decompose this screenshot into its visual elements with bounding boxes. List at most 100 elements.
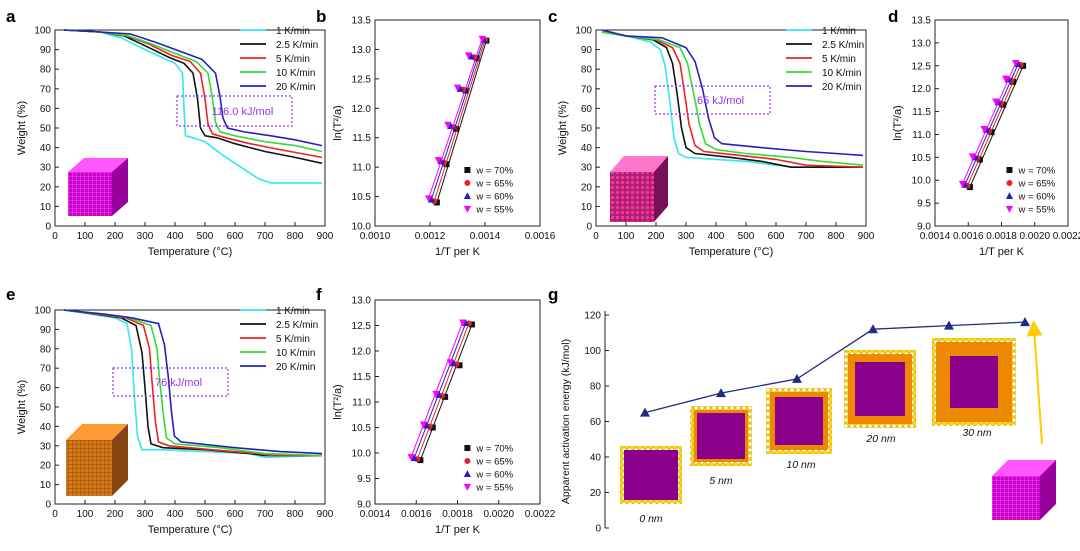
data-point [449, 359, 457, 367]
fit-line [964, 63, 1019, 186]
series-line-2-5-k-min [63, 29, 323, 165]
legend-marker [464, 458, 471, 464]
data-point [716, 388, 726, 398]
legend-label: w = 55% [1017, 205, 1055, 216]
y-tick-label: 10.0 [912, 176, 932, 187]
series-line-20-k-min [601, 29, 864, 157]
x-tick-label: 0.0020 [483, 509, 514, 520]
legend-label: 10 K/min [822, 68, 861, 79]
x-tick-label: 900 [317, 231, 334, 242]
data-point [640, 407, 650, 417]
x-tick-label: 300 [137, 509, 154, 520]
y-axis-label: ln(T²/a) [892, 105, 904, 140]
legend-label: w = 70% [475, 444, 513, 455]
cube-icon-c [610, 156, 668, 222]
x-tick-label: 900 [317, 509, 334, 520]
data-point [992, 98, 1000, 106]
y-tick-label: 60 [581, 104, 593, 115]
data-point [435, 391, 443, 398]
particle-20nm [844, 350, 916, 428]
y-tick-label: 0 [586, 222, 592, 233]
x-axis-label: Temperature (°C) [148, 524, 232, 536]
y-tick-label: 11.0 [352, 163, 371, 174]
data-point [456, 362, 463, 369]
data-point [442, 393, 449, 400]
panel-label-g: g [548, 285, 558, 304]
x-tick-label: 800 [828, 231, 845, 242]
legend-label: w = 60% [475, 470, 513, 481]
data-point [868, 324, 878, 334]
fit-line [969, 65, 1024, 188]
panel-label-f: f [316, 285, 322, 304]
category-label: 30 nm [962, 427, 991, 439]
panel-label-a: a [6, 7, 16, 26]
y-axis-label: ln(T²/a) [332, 384, 344, 419]
y-tick-label: 0 [595, 524, 601, 535]
x-axis-label: Temperature (°C) [148, 246, 232, 258]
legend-label: 10 K/min [276, 348, 315, 359]
x-tick-label: 0.0016 [401, 509, 432, 520]
y-tick-label: 10 [40, 480, 52, 491]
data-point [427, 195, 435, 203]
y-tick-label: 13.0 [352, 296, 372, 307]
y-tick-label: 70 [40, 364, 52, 375]
panel-label-d: d [888, 7, 898, 26]
fit-line [966, 64, 1022, 186]
x-tick-label: 100 [77, 509, 94, 520]
legend-label: w = 65% [475, 179, 513, 190]
legend-label: w = 70% [475, 166, 513, 177]
y-tick-label: 11.0 [352, 398, 371, 409]
legend-label: w = 55% [475, 205, 513, 216]
y-tick-label: 30 [40, 441, 52, 452]
y-tick-label: 40 [590, 453, 602, 464]
x-tick-label: 200 [107, 231, 124, 242]
y-axis-label: Weight (%) [16, 380, 28, 434]
data-point [467, 52, 475, 60]
data-point [478, 35, 486, 43]
y-tick-label: 13.0 [352, 45, 372, 56]
fit-line [430, 39, 485, 200]
y-tick-label: 0 [45, 222, 51, 233]
y-tick-label: 30 [581, 163, 593, 174]
panel-label-b: b [316, 7, 326, 26]
y-tick-label: 12.0 [912, 84, 932, 95]
chart-b: 0.0010 0.0012 0.0014 0.0016 10.0 10.5 11.0 11.5… [332, 16, 556, 259]
y-tick-label: 11.5 [912, 107, 931, 118]
x-tick-label: 0 [593, 231, 599, 242]
y-axis-label: Weight (%) [16, 101, 28, 155]
x-tick-label: 0.0022 [1053, 231, 1080, 242]
data-point [443, 161, 450, 168]
x-tick-label: 500 [197, 231, 214, 242]
particle-5nm [690, 406, 752, 466]
data-point [968, 153, 977, 161]
x-tick-label: 0.0014 [470, 231, 501, 242]
fit-line [416, 323, 470, 460]
series-line [644, 321, 1026, 414]
y-tick-label: 90 [40, 45, 52, 56]
category-label: 10 nm [786, 459, 815, 471]
cube-icon-zif67 [992, 460, 1056, 520]
x-tick-label: 0.0022 [525, 509, 556, 520]
y-tick-label: 20 [40, 461, 52, 472]
legend-label: w = 65% [1017, 179, 1055, 190]
annotation-box [654, 85, 771, 115]
y-tick-label: 90 [581, 45, 593, 56]
data-point [456, 85, 464, 92]
legend-label: w = 60% [1017, 192, 1055, 203]
y-axis-label: Weight (%) [557, 101, 569, 155]
y-tick-label: 100 [34, 306, 51, 317]
legend-label: 10 K/min [276, 68, 315, 79]
legend-marker [463, 484, 471, 491]
plot-frame [374, 19, 541, 227]
y-tick-label: 100 [584, 346, 601, 357]
y-tick-label: 10 [581, 202, 593, 213]
data-point [944, 320, 954, 330]
fit-line [961, 62, 1017, 185]
y-tick-label: 12.0 [352, 104, 372, 115]
data-point [429, 424, 436, 431]
legend-marker [464, 180, 471, 186]
y-tick-label: 80 [40, 65, 52, 76]
data-point [453, 84, 462, 92]
y-tick-label: 11.5 [352, 133, 371, 144]
